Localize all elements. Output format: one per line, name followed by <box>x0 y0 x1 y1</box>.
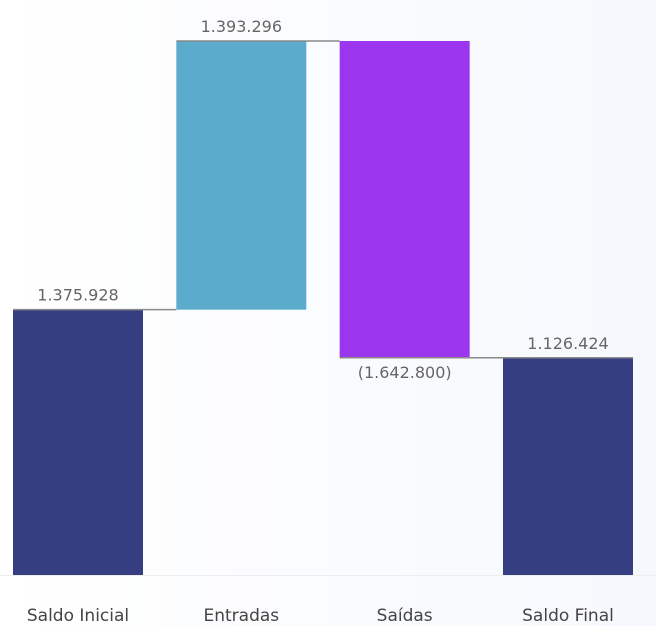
bar-2 <box>176 41 307 310</box>
bar-1 <box>13 309 143 575</box>
data-label-2: 1.393.296 <box>201 17 282 36</box>
bar-4 <box>503 357 633 575</box>
x-tick-label-4: Saldo Final <box>522 606 614 626</box>
x-tick-label-2: Entradas <box>204 606 280 626</box>
x-tick-label-3: Saídas <box>377 606 433 626</box>
bar-3 <box>339 41 470 358</box>
data-label-1: 1.375.928 <box>37 286 118 305</box>
data-label-3: (1.642.800) <box>358 363 452 382</box>
x-tick-label-1: Saldo Inicial <box>27 606 129 626</box>
data-label-4: 1.126.424 <box>527 334 608 353</box>
